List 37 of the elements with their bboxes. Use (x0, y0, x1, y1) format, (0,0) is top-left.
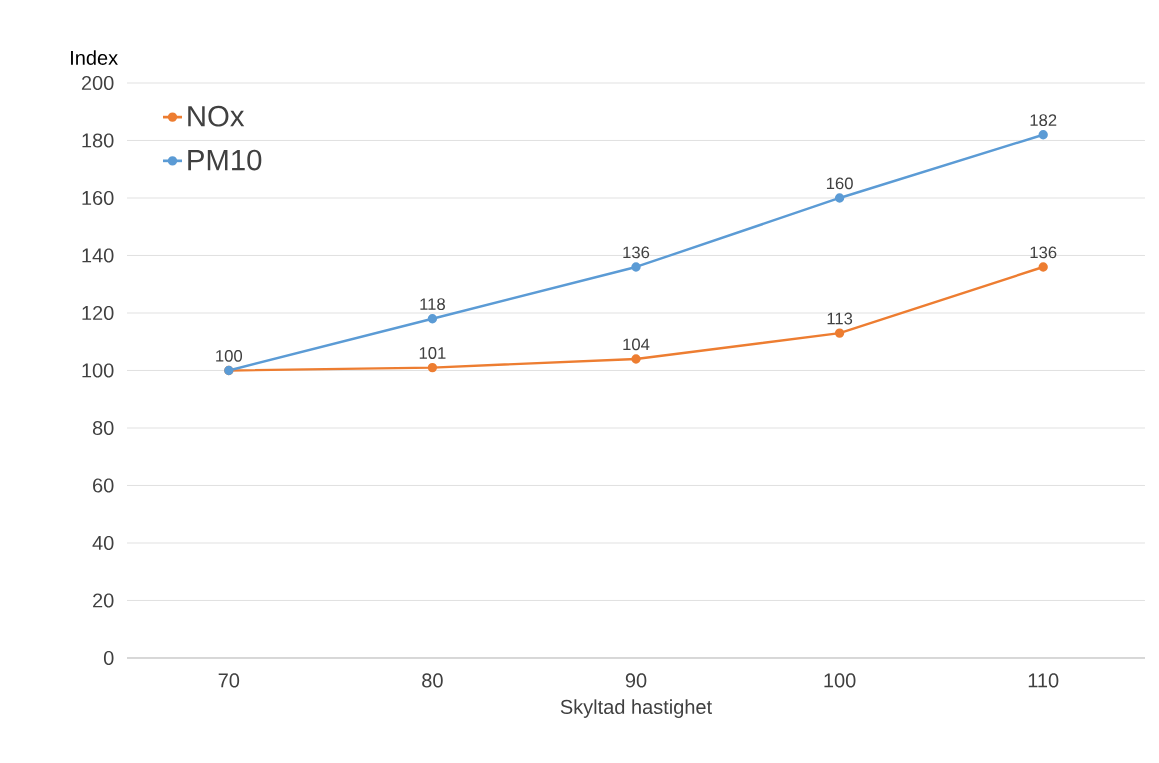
x-tick-label: 90 (625, 673, 647, 688)
point (834, 193, 845, 203)
x-tick-label: 100 (824, 673, 856, 688)
y-tick-label: 140 (82, 248, 114, 263)
legend-label: PM10 (188, 149, 262, 171)
y-tick-label: 60 (93, 478, 114, 493)
data-label: 100 (216, 349, 243, 362)
point (427, 314, 438, 324)
point (834, 328, 845, 338)
y-tick-label: 40 (92, 535, 114, 551)
point (1038, 262, 1048, 272)
point (631, 354, 641, 364)
legend-label: NOx (188, 105, 245, 127)
point (631, 262, 641, 272)
point (427, 362, 438, 373)
data-label: 104 (623, 338, 650, 351)
data-label: 182 (1030, 114, 1057, 127)
data-label: 160 (826, 177, 853, 190)
data-label: 101 (419, 347, 446, 359)
data-label: 113 (827, 312, 853, 325)
y-tick-label: 120 (82, 305, 114, 321)
y-tick-label: 180 (82, 133, 114, 148)
y-tick-label: 100 (82, 363, 114, 378)
y-tick-label: 200 (81, 75, 114, 91)
x-tick-label: 80 (422, 673, 443, 688)
y-tick-label: 0 (103, 650, 114, 666)
y-tick-label: 80 (92, 420, 114, 436)
x-axis-title: Skyltad hastighet (560, 699, 712, 718)
point (1038, 130, 1048, 140)
x-tick-label: 110 (1028, 673, 1059, 688)
data-label: 136 (623, 246, 650, 259)
y-axis-title: Index (71, 50, 118, 65)
data-label: 118 (420, 298, 445, 311)
data-label: 136 (1030, 246, 1057, 259)
x-tick-label: 70 (218, 673, 240, 688)
y-tick-label: 160 (82, 190, 114, 206)
y-tick-label: 20 (93, 593, 114, 608)
